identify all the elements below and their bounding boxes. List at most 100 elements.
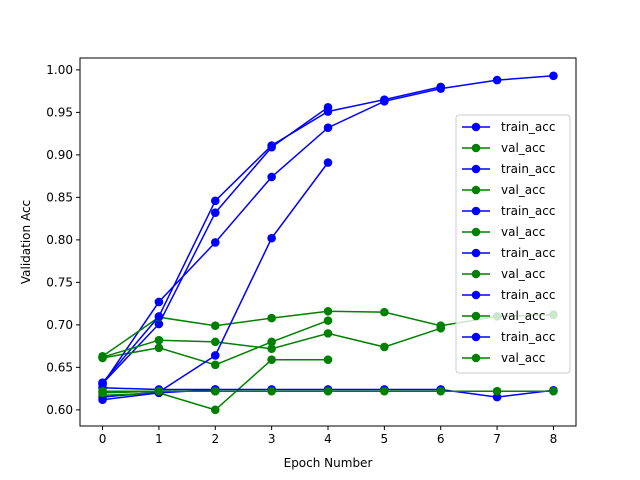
data-point [210, 386, 220, 396]
x-tick-label: 5 [381, 432, 389, 446]
legend-item: train_acc [462, 288, 555, 302]
data-point [492, 392, 502, 402]
legend-label: val_acc [501, 309, 545, 323]
series-5-train-acc [98, 82, 446, 387]
data-point [210, 196, 220, 206]
data-point [436, 82, 446, 92]
legend-box [455, 114, 571, 374]
data-point [210, 321, 220, 331]
legend-item: train_acc [462, 246, 555, 260]
data-point [154, 335, 164, 345]
legend: train_acc val_acc train_acc val_acc train_ac… [455, 114, 571, 374]
legend-item: val_acc [462, 141, 545, 155]
legend-swatch-marker [471, 164, 481, 174]
data-point [436, 323, 446, 333]
x-tick-label: 2 [211, 432, 219, 446]
y-tick-label: 0.95 [46, 105, 73, 119]
data-point [549, 71, 558, 81]
legend-item: train_acc [462, 120, 555, 134]
legend-label: train_acc [501, 162, 555, 176]
data-point [210, 360, 220, 370]
data-point [492, 75, 502, 85]
legend-swatch-marker [471, 269, 481, 279]
y-tick-label: 1.00 [46, 63, 73, 77]
series-12-val-acc [98, 386, 220, 398]
data-point [323, 107, 333, 116]
series-layer [98, 71, 558, 415]
data-point [323, 386, 333, 396]
data-point [323, 355, 333, 365]
data-point [323, 316, 333, 325]
x-tick-label: 1 [155, 432, 163, 446]
data-point [98, 388, 107, 398]
legend-swatch-marker [471, 227, 481, 237]
legend-item: val_acc [462, 183, 545, 197]
data-point [549, 386, 558, 396]
data-point [492, 386, 502, 396]
y-tick-label: 0.75 [46, 275, 73, 289]
legend-label: train_acc [501, 330, 555, 344]
data-point [267, 344, 276, 353]
x-tick-label: 0 [99, 432, 107, 446]
x-axis-label: Epoch Number [284, 456, 373, 470]
legend-swatch-marker [471, 185, 481, 195]
data-point [267, 313, 276, 323]
data-point [267, 233, 276, 243]
legend-swatch-marker [471, 122, 481, 132]
y-axis-ticks: 0.60 0.65 0.70 0.75 0.80 0.85 0.90 0.95 1.00 [46, 63, 80, 417]
y-tick-label: 0.85 [46, 190, 73, 204]
data-point [154, 297, 164, 307]
data-point [323, 158, 333, 167]
data-point [436, 386, 446, 396]
data-point [267, 386, 276, 396]
data-point [267, 141, 276, 150]
data-point [154, 343, 164, 353]
legend-label: val_acc [501, 267, 545, 281]
legend-label: val_acc [501, 225, 545, 239]
y-tick-label: 0.80 [46, 233, 73, 247]
data-point [154, 319, 164, 329]
legend-label: train_acc [501, 288, 555, 302]
data-point [210, 337, 220, 347]
data-point [380, 386, 389, 396]
legend-swatch-marker [471, 311, 481, 321]
legend-item: train_acc [462, 204, 555, 218]
legend-label: val_acc [501, 351, 545, 365]
data-point [98, 352, 107, 362]
legend-item: val_acc [462, 225, 545, 239]
legend-swatch-marker [471, 143, 481, 153]
legend-label: val_acc [501, 183, 545, 197]
data-point [267, 337, 276, 347]
legend-item: val_acc [462, 267, 545, 281]
y-tick-label: 0.65 [46, 360, 73, 374]
data-point [210, 351, 220, 360]
x-tick-label: 3 [268, 432, 276, 446]
data-point [154, 312, 164, 321]
legend-item: train_acc [462, 330, 555, 344]
y-tick-label: 0.90 [46, 148, 73, 162]
x-axis-ticks: 0 1 2 3 4 5 6 7 8 [99, 426, 557, 446]
data-point [380, 307, 389, 317]
data-point [323, 306, 333, 316]
data-point [210, 238, 220, 247]
data-point [210, 208, 220, 217]
x-tick-label: 4 [324, 432, 332, 446]
data-point [98, 395, 107, 404]
data-point [267, 172, 276, 182]
legend-item: val_acc [462, 351, 545, 365]
data-point [323, 329, 333, 338]
legend-swatch-marker [471, 248, 481, 258]
y-axis-label: Validation Acc [19, 200, 33, 284]
x-tick-label: 6 [437, 432, 445, 446]
legend-swatch-marker [471, 353, 481, 363]
legend-swatch-marker [471, 290, 481, 300]
series-6-val-acc [98, 323, 446, 362]
data-point [267, 355, 276, 365]
x-tick-label: 7 [493, 432, 501, 446]
data-point [380, 95, 389, 104]
data-point [323, 123, 333, 132]
legend-swatch-marker [471, 332, 481, 342]
data-point [154, 386, 164, 396]
data-point [210, 405, 220, 415]
